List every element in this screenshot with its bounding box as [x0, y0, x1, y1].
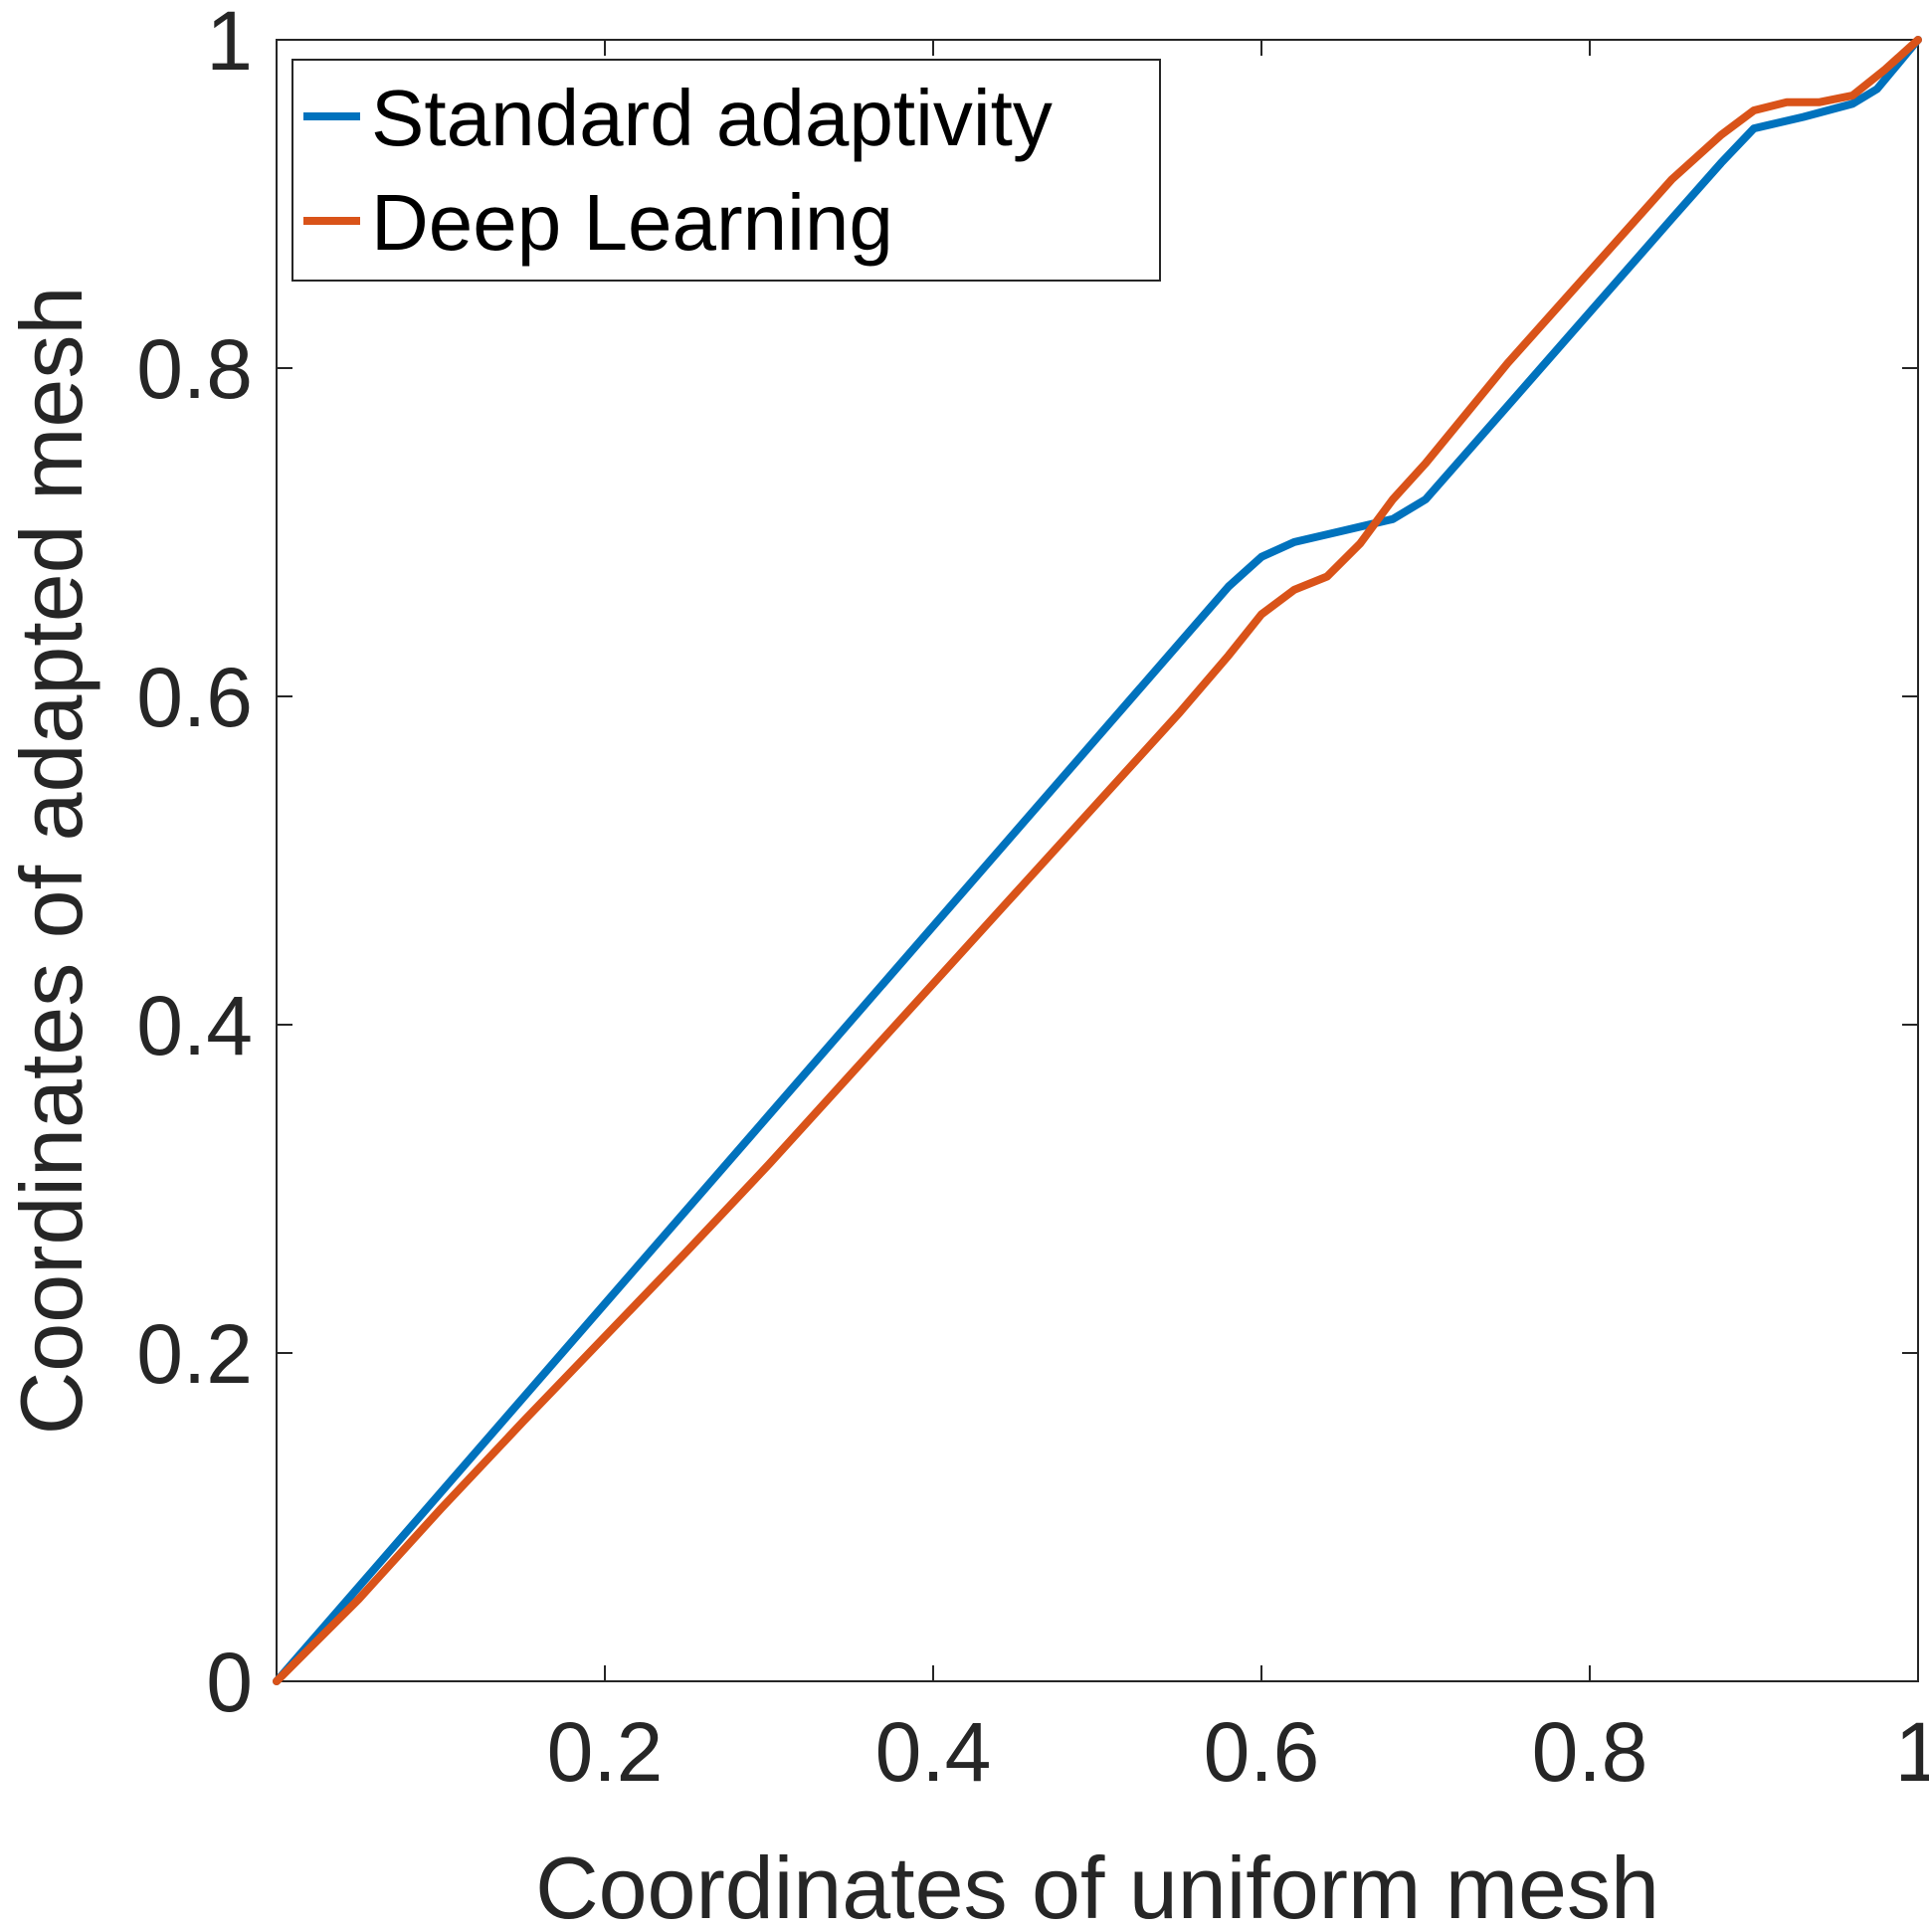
- x-axis-ticks: 0.2 0.4 0.6 0.8 1: [547, 40, 1929, 1799]
- y-tick-label: 0: [206, 1636, 253, 1729]
- y-tick-label: 1: [206, 0, 253, 88]
- x-tick-label: 0.2: [547, 1705, 664, 1799]
- legend: Standard adaptivity Deep Learning: [291, 59, 1161, 282]
- legend-box: [291, 59, 1161, 282]
- y-axis-ticks: 0 0.2 0.4 0.6 0.8 1: [136, 0, 1918, 1729]
- plot-area: [276, 39, 1919, 1682]
- x-tick-label: 0.8: [1532, 1705, 1648, 1799]
- y-tick-label: 0.6: [136, 651, 253, 744]
- series-line-standard-adaptivity: [273, 36, 1922, 1685]
- x-tick-label: 0.4: [875, 1705, 992, 1799]
- y-tick-label: 0.8: [136, 322, 253, 416]
- y-tick-label: 0.2: [136, 1307, 253, 1401]
- legend-label-standard-adaptivity: Standard adaptivity: [371, 74, 1053, 162]
- x-tick-label: 1: [1895, 1705, 1929, 1799]
- series-line-deep-learning: [273, 36, 1922, 1685]
- series-layer: [273, 36, 1922, 1685]
- legend-label-deep-learning: Deep Learning: [371, 178, 893, 267]
- y-tick-label: 0.4: [136, 979, 253, 1072]
- y-axis-title: Coordinates of adapted mesh: [2, 287, 100, 1436]
- x-tick-label: 0.6: [1204, 1705, 1320, 1799]
- x-axis-title: Coordinates of uniform mesh: [535, 1838, 1659, 1932]
